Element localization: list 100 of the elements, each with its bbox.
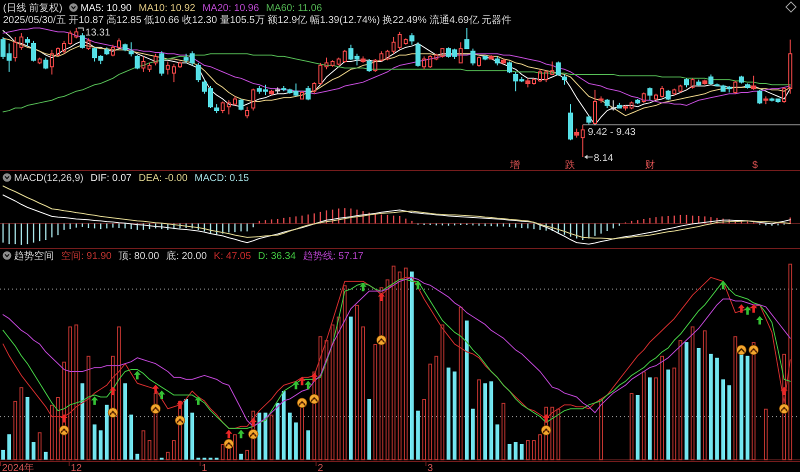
bar: [38, 432, 42, 460]
text: MA20: 10.96: [202, 3, 260, 14]
point: [310, 372, 318, 382]
x-tick-label: 2: [318, 463, 324, 472]
point: [541, 425, 552, 436]
bar: [514, 442, 518, 460]
bar: [684, 342, 688, 460]
candlestick: [654, 93, 658, 101]
bar: [422, 398, 426, 460]
bar: [184, 398, 188, 460]
bar: [148, 440, 152, 460]
candlestick: [134, 54, 140, 70]
point: [60, 414, 68, 423]
point: [744, 306, 752, 315]
bar: [245, 450, 250, 460]
text: K: 47.05: [214, 251, 252, 262]
point: [224, 438, 234, 450]
bar: [306, 430, 310, 460]
bar: [702, 330, 707, 460]
candlestick: [616, 102, 622, 108]
candlestick: [38, 57, 42, 65]
candlestick: [312, 82, 316, 94]
point: [309, 394, 320, 404]
point: [176, 400, 184, 409]
bar: [336, 316, 341, 460]
bar: [294, 422, 298, 460]
bar: [142, 430, 146, 460]
text: 跌: [565, 159, 575, 171]
candlestick: [782, 86, 786, 104]
bar: [630, 393, 634, 460]
candlestick: [434, 53, 438, 61]
candlestick: [50, 49, 54, 75]
candlestick: [562, 74, 567, 86]
point: [109, 386, 116, 396]
candlestick: [220, 101, 225, 114]
candlestick: [56, 46, 60, 57]
candlestick: [232, 96, 237, 106]
bar: [32, 442, 36, 460]
point: [304, 380, 312, 390]
bar: [80, 383, 84, 460]
candlestick: [684, 78, 690, 88]
point: [238, 430, 245, 438]
candlestick: [788, 39, 792, 94]
bar: [220, 444, 225, 460]
candlestick: [19, 32, 24, 50]
candlestick: [24, 36, 30, 47]
bar: [495, 424, 500, 460]
bar: [477, 379, 481, 460]
bar: [746, 356, 750, 460]
point: [292, 380, 300, 390]
bar: [672, 368, 676, 460]
bar: [715, 358, 719, 460]
candlestick: [592, 89, 597, 124]
bar: [410, 272, 414, 460]
bar: [129, 414, 134, 460]
bar: [678, 340, 682, 460]
text: $: [752, 160, 758, 171]
bar: [660, 356, 664, 460]
x-tick-label: 3: [427, 463, 434, 472]
candlestick: [385, 49, 390, 61]
bar: [361, 326, 365, 460]
candlestick: [360, 56, 366, 64]
x-tick-label: 1: [202, 463, 208, 472]
text: DEA: -0.00: [138, 173, 188, 184]
text: MA5: 10.90: [80, 3, 132, 14]
chart-title: (日线 前复权): [3, 2, 62, 14]
bar: [752, 342, 756, 460]
point: [780, 386, 788, 396]
x-tick-label: 2024年: [2, 462, 34, 472]
candlestick: [745, 82, 750, 90]
candlestick: [116, 38, 122, 50]
text: DIF: 0.07: [90, 173, 132, 184]
point: [376, 335, 386, 346]
point: [378, 292, 385, 302]
candlestick: [482, 56, 488, 61]
bar: [508, 444, 512, 460]
candlestick: [196, 62, 201, 83]
candlestick: [464, 28, 470, 50]
candlestick: [74, 28, 78, 39]
bar: [483, 383, 488, 460]
candlestick: [68, 30, 72, 46]
bar: [172, 440, 176, 460]
point: [750, 304, 758, 313]
bar: [270, 414, 274, 460]
bar: [348, 316, 353, 460]
candlestick: [604, 98, 610, 108]
bar: [123, 383, 127, 460]
bar: [452, 372, 456, 460]
bar: [19, 387, 24, 460]
annotation: 13.31: [85, 28, 111, 38]
point: [756, 316, 764, 325]
bar: [428, 364, 432, 460]
bar: [264, 412, 268, 460]
candlestick: [708, 74, 714, 86]
candlestick: [538, 68, 542, 83]
bar: [288, 412, 292, 460]
candlestick: [392, 36, 396, 54]
candlestick: [300, 90, 304, 100]
bar: [464, 320, 469, 460]
candlestick: [574, 128, 580, 138]
